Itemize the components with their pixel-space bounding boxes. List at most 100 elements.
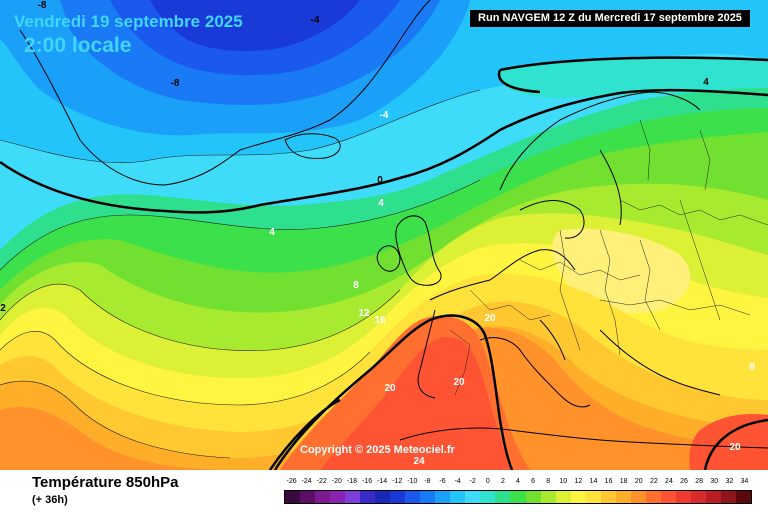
legend-swatch [360, 491, 376, 503]
isotherm-label-0: 0 [377, 175, 383, 186]
legend-swatch [660, 491, 676, 503]
legend-swatch [690, 491, 706, 503]
legend-tick-label: -18 [346, 478, 357, 485]
footer-bar: Température 850hPa (+ 36h) -26 -24 -22 -20-… [0, 470, 768, 512]
isotherm-label-24: 24 [413, 456, 425, 467]
legend-tick-label: 10 [559, 478, 568, 485]
legend-tick-label: -6 [439, 478, 446, 485]
legend-swatch [570, 491, 586, 503]
legend-swatch [420, 491, 436, 503]
legend-swatch [330, 491, 346, 503]
legend-tick-label: 18 [619, 478, 628, 485]
legend-tick-label: 24 [665, 478, 673, 485]
legend-tick-label: 2 [500, 478, 505, 485]
isotherm-label-minus8-b: -8 [171, 78, 180, 89]
legend-swatch [705, 491, 721, 503]
greenland-coast [19, 0, 431, 186]
forecast-lead-time: (+ 36h) [32, 494, 68, 506]
legend-swatch [645, 491, 661, 503]
legend-swatch [375, 491, 391, 503]
legend-tick-label: 0 [485, 478, 490, 485]
legend-swatch [315, 491, 331, 503]
legend-tick-label: -4 [454, 478, 461, 485]
africa-coast [399, 427, 768, 449]
map-title: Température 850hPa [32, 474, 179, 491]
legend-tick-label: 8 [546, 478, 551, 485]
forecast-date: Vendredi 19 septembre 2025 [14, 12, 243, 31]
legend-tick-label: 4 [516, 478, 520, 485]
isotherm-label-minus4-b: -4 [380, 110, 389, 121]
legend-tick-label: 26 [680, 478, 688, 485]
legend-swatch [450, 491, 466, 503]
isotherm-0-line [0, 88, 768, 214]
isotherm-label-minus8-a: -8 [38, 0, 47, 11]
isotherm-0-loop [497, 56, 768, 94]
legend-tick-label: 16 [604, 478, 613, 485]
legend-swatch [615, 491, 631, 503]
legend-swatch [540, 491, 556, 503]
isotherm-20-west [268, 398, 341, 470]
legend-tick-label: 20 [634, 478, 643, 485]
isotherm-label-16: 16 [374, 315, 386, 326]
europe-coast [417, 249, 721, 408]
legend-swatch [720, 491, 736, 503]
legend-swatch [525, 491, 541, 503]
isotherm-label-20-a: 20 [484, 313, 496, 324]
temperature-field [0, 0, 768, 470]
legend-swatch [585, 491, 601, 503]
legend-tick-label: 30 [710, 478, 719, 485]
coastlines [19, 0, 768, 449]
isotherm-label-20-d: 20 [729, 442, 741, 453]
isotherm-label-8-b: 8 [749, 362, 755, 373]
legend-tick-label: 34 [740, 478, 749, 485]
legend-swatch [345, 491, 361, 503]
legend-swatch [480, 491, 496, 503]
legend-tick-labels: -26 -24 -22 -20 -18 -16 -14 -12 -10 -8 -6 -4 -2 0 2 4 6 8… [284, 478, 752, 488]
legend-tick-label: -20 [331, 478, 342, 485]
iceland-coast [284, 133, 341, 159]
country-borders [449, 119, 768, 396]
isotherm-label-12: 12 [358, 308, 370, 319]
legend-tick-label: -10 [407, 478, 418, 485]
temperature-map: -8 -4 -8 -4 0 4 4 4 8 12 16 20 20 20 24 8 20 2 [0, 0, 768, 470]
isotherm-label-8-a: 8 [353, 280, 359, 291]
legend-swatch [675, 491, 691, 503]
legend-swatch [300, 491, 316, 503]
legend-tick-label: -26 [286, 478, 297, 485]
legend-swatch [630, 491, 646, 503]
legend-tick-label: 28 [695, 478, 704, 485]
legend-tick-label: 14 [589, 478, 598, 485]
legend-swatch [405, 491, 421, 503]
legend-tick-label: -2 [469, 478, 476, 485]
legend-swatch [510, 491, 526, 503]
isotherm-label-minus4-a: -4 [311, 15, 320, 26]
isotherm-20-east [703, 418, 768, 470]
legend-tick-label: 6 [531, 478, 536, 485]
isotherm-contours [0, 56, 768, 470]
color-legend [284, 490, 752, 504]
scandinavia-coast [499, 91, 701, 239]
isotherm-labels: -8 -4 -8 -4 0 4 4 4 8 12 16 20 20 20 24 8 20 2 [0, 0, 755, 467]
thin-isotherms [0, 89, 481, 459]
legend-swatch [465, 491, 481, 503]
legend-tick-label: 22 [649, 478, 658, 485]
legend-swatch [600, 491, 616, 503]
legend-tick-label: 12 [574, 478, 583, 485]
isotherm-label-4-a: 4 [378, 198, 384, 209]
legend-tick-label: -14 [377, 478, 388, 485]
legend-swatch [735, 491, 751, 503]
legend-tick-label: -22 [316, 478, 327, 485]
britain-coast [395, 215, 442, 286]
isotherm-label-20-b: 20 [384, 383, 396, 394]
legend-swatch [285, 491, 301, 503]
isotherm-label-4-c: 4 [703, 77, 709, 88]
model-run-banner: Run NAVGEM 12 Z du Mercredi 17 septembre… [470, 10, 750, 27]
ireland-coast [376, 245, 401, 272]
legend-tick-label: -16 [361, 478, 373, 485]
legend-swatch [435, 491, 451, 503]
legend-tick-label: -12 [392, 478, 403, 485]
isotherm-label-4-b: 4 [269, 227, 275, 238]
forecast-time: 2:00 locale [24, 34, 132, 57]
copyright-notice: Copyright © 2025 Meteociel.fr [300, 444, 455, 456]
legend-tick-label: -8 [424, 478, 431, 485]
